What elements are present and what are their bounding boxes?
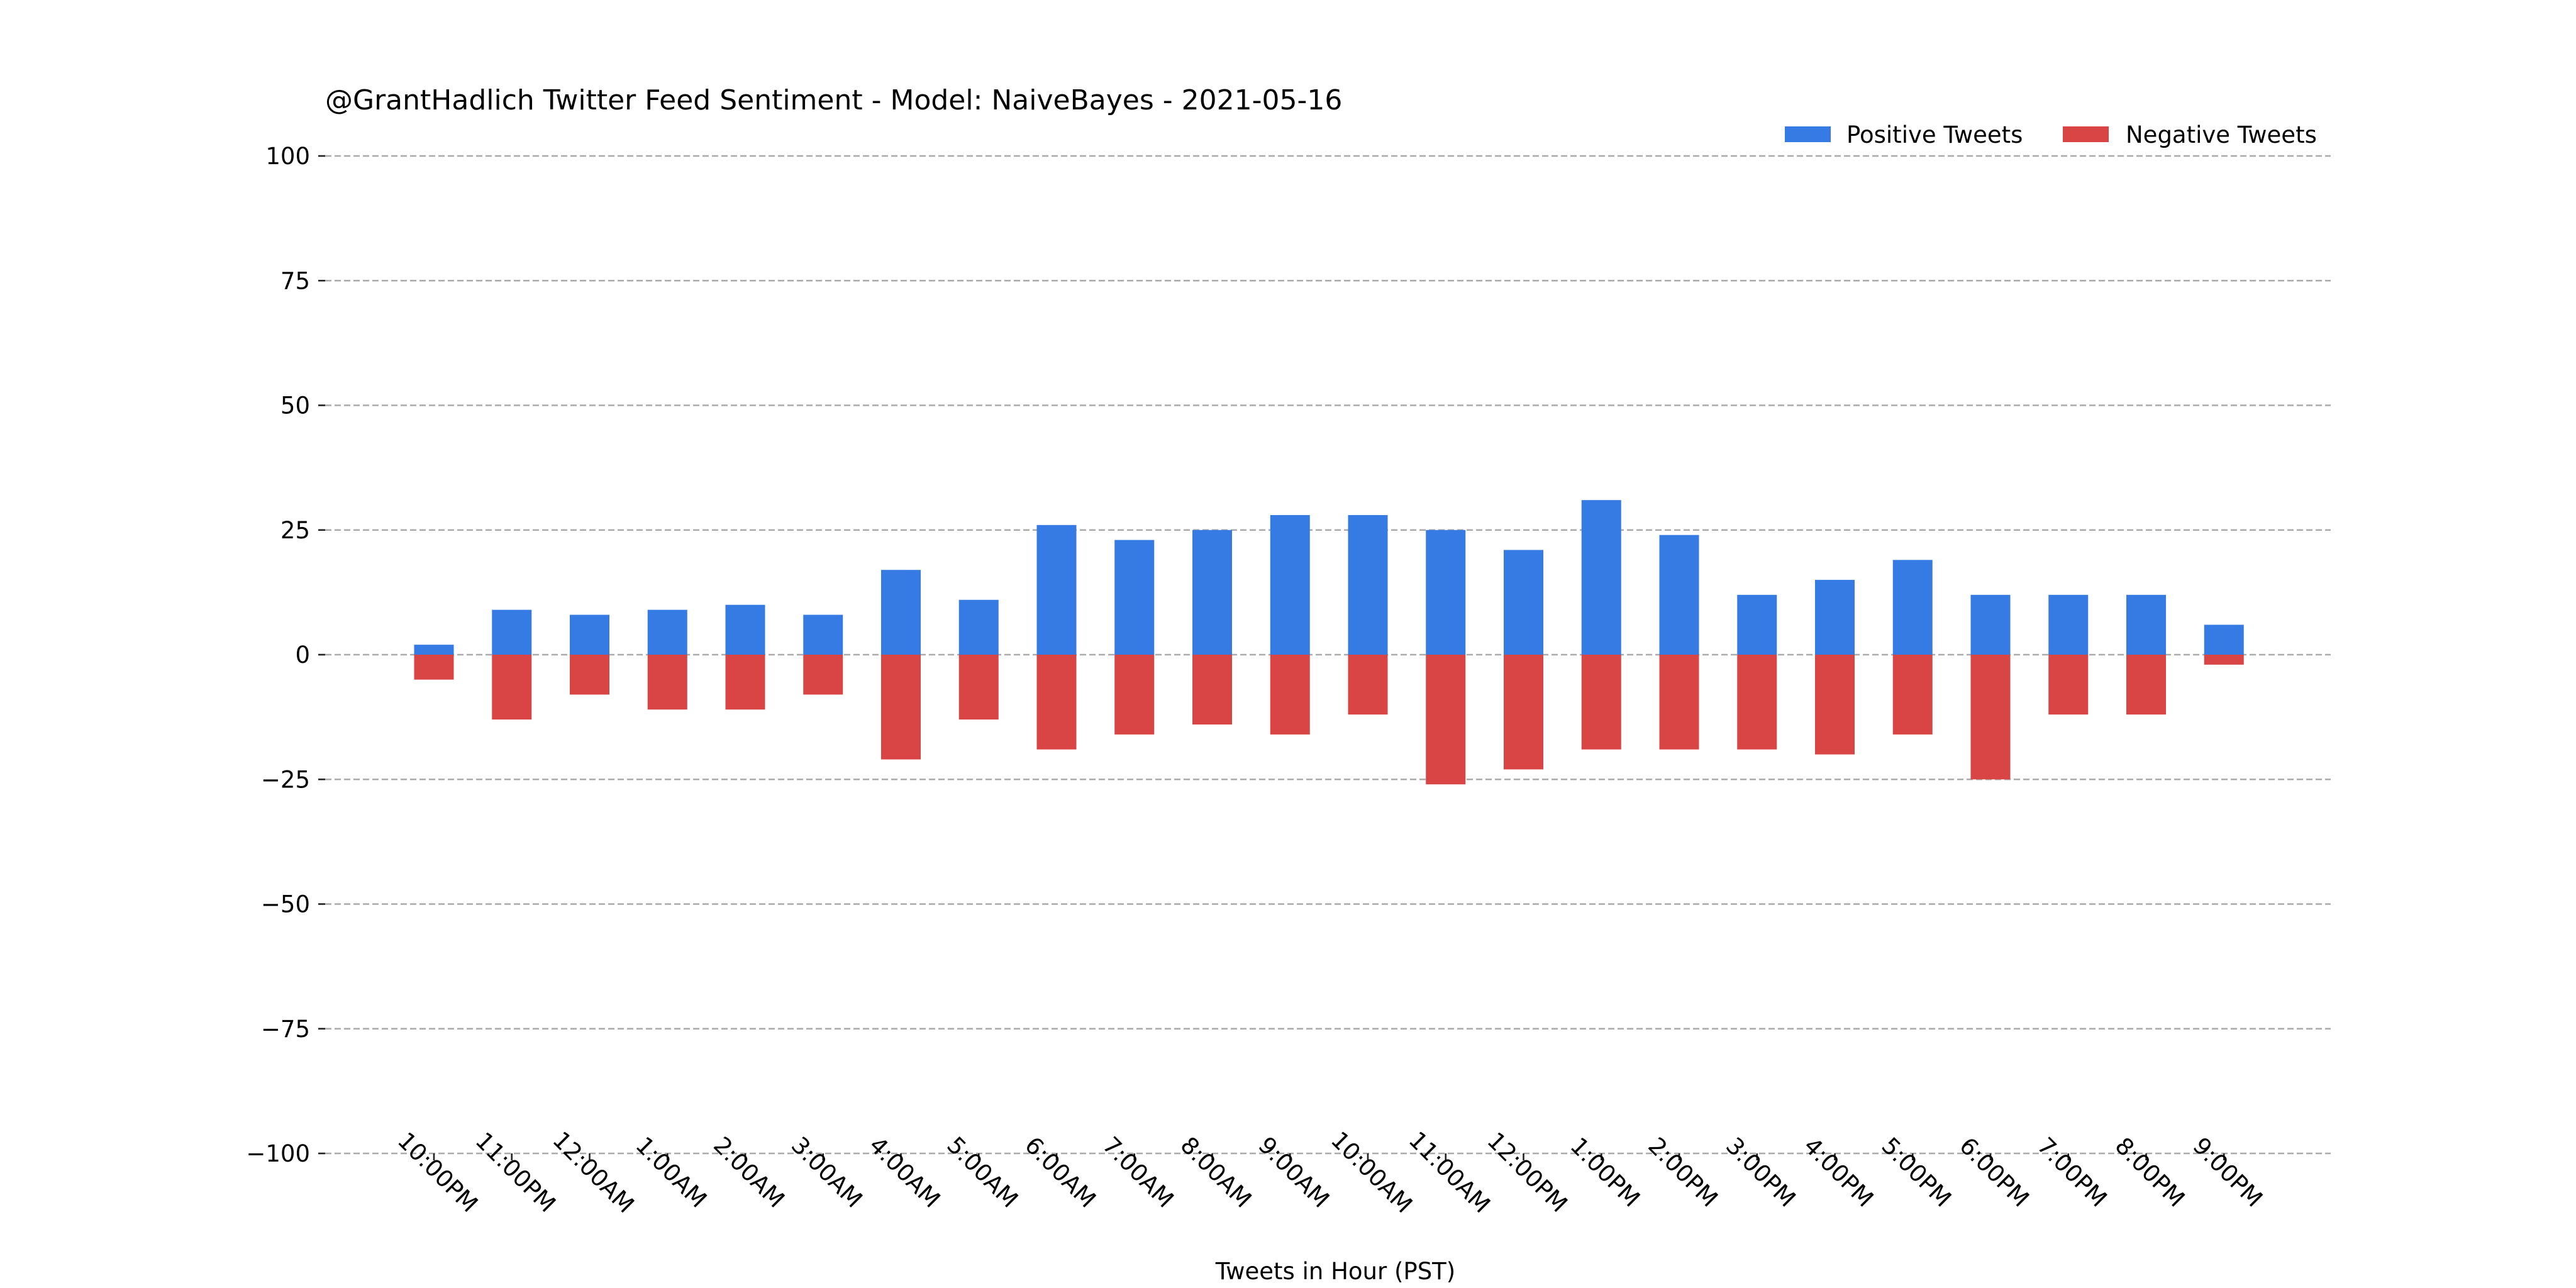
bar-positive-tweets — [803, 614, 843, 655]
x-tick-label: 11:00PM — [470, 1127, 561, 1218]
x-tick-label: 1:00AM — [630, 1131, 712, 1213]
bar-negative-tweets — [803, 655, 843, 695]
bar-negative-tweets — [1581, 655, 1621, 750]
chart-title: @GrantHadlich Twitter Feed Sentiment - M… — [325, 84, 1342, 116]
bar-negative-tweets — [1426, 655, 1466, 785]
x-tick-label: 12:00AM — [547, 1126, 639, 1218]
y-tick-label: 25 — [280, 517, 310, 544]
bar-positive-tweets — [1815, 580, 1855, 655]
bar-negative-tweets — [1504, 655, 1543, 770]
y-tick-label: 75 — [280, 267, 310, 294]
bar-positive-tweets — [1114, 540, 1155, 655]
y-tick-label: 50 — [280, 392, 310, 419]
legend-label-negative-tweets: Negative Tweets — [2126, 121, 2317, 148]
bar-negative-tweets — [570, 655, 609, 695]
bar-negative-tweets — [647, 655, 687, 710]
bar-negative-tweets — [414, 655, 454, 680]
x-tick-label: 9:00AM — [1253, 1131, 1335, 1213]
bar-negative-tweets — [2204, 655, 2244, 665]
bar-positive-tweets — [492, 609, 532, 655]
x-tick-label: 6:00AM — [1019, 1131, 1101, 1213]
bar-negative-tweets — [725, 655, 765, 710]
bar-positive-tweets — [725, 604, 765, 655]
bar-positive-tweets — [414, 645, 454, 655]
x-tick-label: 10:00AM — [1326, 1126, 1418, 1218]
x-tick-label: 8:00AM — [1175, 1131, 1257, 1213]
bar-positive-tweets — [1581, 500, 1621, 655]
bar-negative-tweets — [1892, 655, 1933, 735]
bar-negative-tweets — [2048, 655, 2089, 715]
y-tick-label: 0 — [295, 641, 310, 669]
bar-negative-tweets — [1192, 655, 1232, 725]
x-tick-label: 10:00PM — [392, 1127, 483, 1218]
x-tick-label: 7:00PM — [2032, 1132, 2112, 1213]
bar-positive-tweets — [2126, 594, 2166, 655]
bar-positive-tweets — [1892, 560, 1933, 655]
y-tick-label: −25 — [261, 766, 310, 793]
x-tick-label: 7:00AM — [1097, 1131, 1179, 1213]
grid-lines — [325, 155, 2331, 1155]
x-axis-label: Tweets in Hour (PST) — [1215, 1258, 1455, 1285]
bar-negative-tweets — [1036, 655, 1077, 750]
bar-negative-tweets — [2126, 655, 2166, 715]
bar-negative-tweets — [1815, 655, 1855, 755]
bar-positive-tweets — [1659, 535, 1699, 655]
x-tick-label: 3:00PM — [1721, 1132, 1801, 1213]
bar-positive-tweets — [1426, 530, 1466, 655]
bar-positive-tweets — [1737, 594, 1777, 655]
x-tick-label: 1:00PM — [1565, 1132, 1645, 1213]
bar-negative-tweets — [1270, 655, 1310, 735]
bar-negative-tweets — [1659, 655, 1699, 750]
x-tick-label: 3:00AM — [786, 1131, 868, 1213]
bar-negative-tweets — [492, 655, 532, 720]
y-tick-label: −100 — [246, 1140, 310, 1167]
x-tick-label: 4:00PM — [1799, 1132, 1879, 1213]
legend: Positive Tweets Negative Tweets — [1785, 121, 2317, 148]
bar-positive-tweets — [2204, 625, 2244, 655]
x-tick-label: 6:00PM — [1954, 1132, 2035, 1213]
bar-negative-tweets — [881, 655, 921, 760]
x-tick-label: 5:00PM — [1876, 1132, 1957, 1213]
bar-positive-tweets — [647, 609, 687, 655]
bar-positive-tweets — [1036, 525, 1077, 655]
y-tick-label: −50 — [261, 891, 310, 918]
bar-positive-tweets — [881, 570, 921, 655]
x-tick-label: 11:00AM — [1404, 1126, 1496, 1218]
bar-negative-tweets — [1114, 655, 1155, 735]
x-tick-label: 8:00PM — [2110, 1132, 2190, 1213]
y-tick-label: 100 — [265, 143, 310, 170]
bar-positive-tweets — [1270, 514, 1310, 655]
legend-swatch-positive-tweets — [1785, 126, 1831, 142]
x-axis: 10:00PM11:00PM12:00AM1:00AM2:00AM3:00AM4… — [392, 1126, 2268, 1218]
legend-swatch-negative-tweets — [2063, 126, 2109, 142]
bar-negative-tweets — [1970, 655, 2011, 780]
x-tick-label: 4:00AM — [864, 1131, 946, 1213]
bar-positive-tweets — [958, 599, 999, 655]
x-tick-label: 2:00AM — [708, 1131, 790, 1213]
bar-positive-tweets — [1504, 550, 1543, 655]
y-axis: 100 75 50 25 0 −25 −50 −75 −100 — [246, 143, 325, 1167]
bar-positive-tweets — [570, 614, 609, 655]
bars — [414, 500, 2244, 785]
bar-negative-tweets — [958, 655, 999, 720]
bar-positive-tweets — [1192, 530, 1232, 655]
y-tick-label: −75 — [261, 1016, 310, 1043]
x-tick-label: 9:00PM — [2187, 1132, 2268, 1213]
bar-negative-tweets — [1348, 655, 1388, 715]
legend-label-positive-tweets: Positive Tweets — [1846, 121, 2023, 148]
x-tick-label: 2:00PM — [1643, 1132, 1723, 1213]
bar-positive-tweets — [2048, 594, 2089, 655]
x-tick-label: 12:00PM — [1482, 1127, 1572, 1218]
bar-negative-tweets — [1737, 655, 1777, 750]
bar-positive-tweets — [1970, 594, 2011, 655]
x-tick-label: 5:00AM — [941, 1131, 1023, 1213]
bar-positive-tweets — [1348, 514, 1388, 655]
